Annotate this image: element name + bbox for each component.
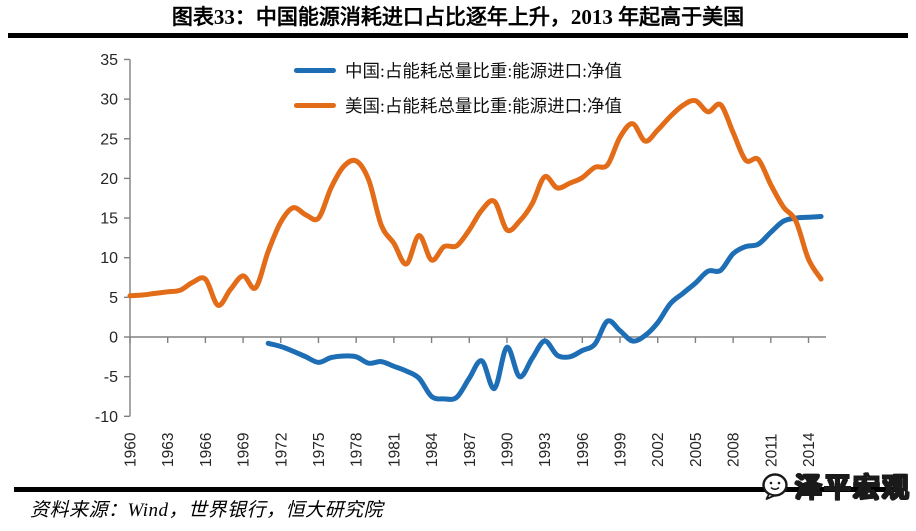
- x-tick-label: 1999: [613, 433, 630, 467]
- x-tick-label: 1984: [424, 432, 441, 467]
- us-line-swatch-icon: [293, 103, 336, 108]
- legend-label-us: 美国:占能耗总量比重:能源进口:净值: [344, 96, 623, 116]
- title-divider-rule: [8, 33, 908, 38]
- x-tick-label: 2011: [763, 434, 780, 467]
- x-tick-label: 1996: [575, 433, 592, 467]
- y-tick-label: 20: [100, 171, 118, 188]
- y-tick-label: -5: [104, 369, 118, 386]
- x-tick-label: 1981: [386, 433, 403, 467]
- x-tick-label: 1978: [349, 433, 366, 467]
- legend-item-china: 中国:占能耗总量比重:能源进口:净值: [293, 58, 623, 83]
- y-tick-label: 10: [100, 250, 118, 267]
- legend-item-us: 美国:占能耗总量比重:能源进口:净值: [293, 93, 623, 118]
- series-line-china: [265, 214, 824, 402]
- x-tick-label: 1987: [462, 433, 479, 467]
- x-tick-label: 1969: [236, 433, 253, 467]
- chart-legend: 中国:占能耗总量比重:能源进口:净值 美国:占能耗总量比重:能源进口:净值: [293, 58, 623, 118]
- x-tick-label: 1972: [273, 433, 290, 467]
- y-tick-label: 35: [100, 52, 118, 69]
- y-tick-label: -10: [95, 409, 118, 426]
- legend-label-china: 中国:占能耗总量比重:能源进口:净值: [344, 61, 623, 81]
- x-tick-label: 1990: [499, 432, 516, 467]
- x-tick-label: 1963: [160, 433, 177, 467]
- x-tick-label: 1993: [537, 433, 554, 467]
- watermark: 泽平宏观: [760, 466, 911, 505]
- x-tick-label: 2014: [801, 432, 818, 467]
- x-tick-label: 1975: [311, 433, 328, 467]
- x-tick-label: 2002: [650, 433, 667, 467]
- x-tick-label: 2005: [688, 433, 705, 467]
- zeping-macro-logo-icon: [762, 472, 788, 500]
- source-note: 资料来源：Wind，世界银行，恒大研究院: [30, 500, 384, 521]
- x-tick-label: 1960: [123, 432, 140, 467]
- y-tick-label: 5: [109, 290, 118, 307]
- x-tick-label: 1966: [198, 433, 215, 467]
- china-line-swatch-icon: [293, 68, 336, 73]
- x-tick-label: 2008: [726, 433, 743, 467]
- y-tick-label: 30: [100, 92, 118, 109]
- watermark-text: 泽平宏观: [794, 472, 911, 504]
- y-tick-label: 0: [109, 330, 118, 347]
- y-tick-label: 15: [100, 211, 118, 228]
- page-title: 图表33：中国能源消耗进口占比逐年上升，2013 年起高于美国: [171, 5, 745, 29]
- series-line-us: [127, 97, 824, 308]
- footer-divider-rule: [14, 487, 902, 492]
- y-tick-label: 25: [100, 131, 118, 148]
